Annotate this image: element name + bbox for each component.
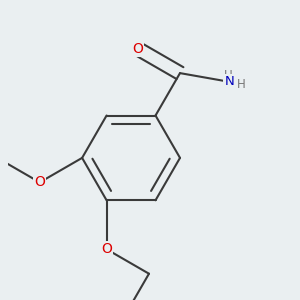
Text: O: O: [132, 42, 143, 56]
Text: O: O: [34, 176, 45, 189]
Text: H: H: [237, 78, 246, 91]
Text: H: H: [224, 69, 233, 82]
Text: O: O: [101, 242, 112, 256]
Text: N: N: [225, 75, 235, 88]
